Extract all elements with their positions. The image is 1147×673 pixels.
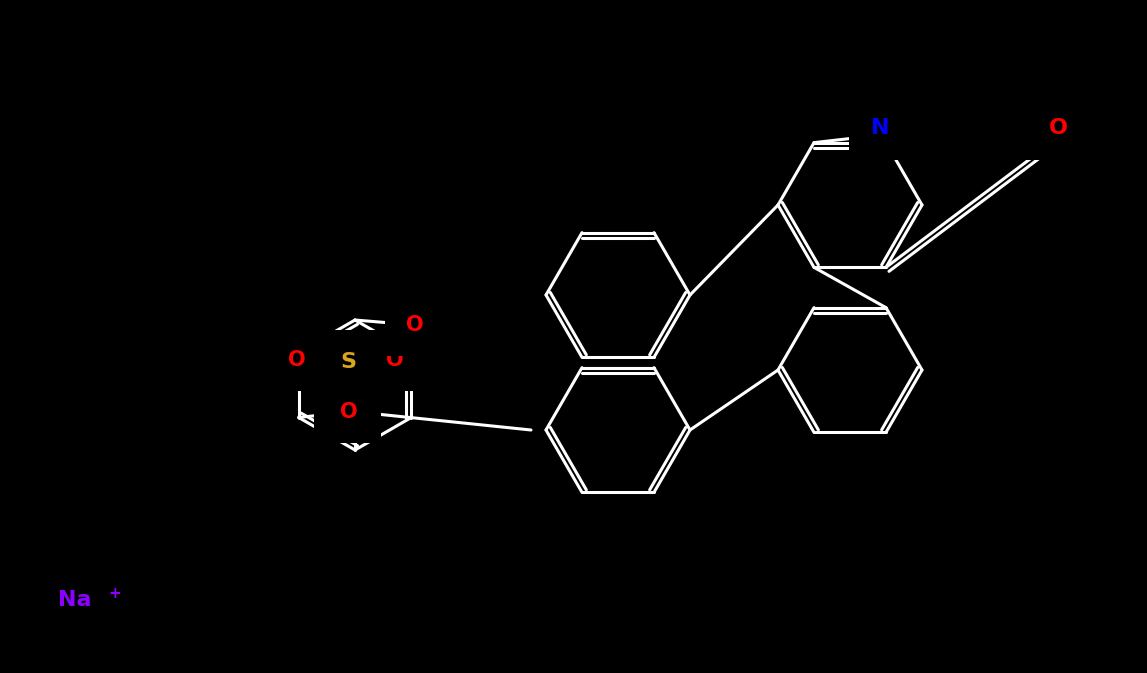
Text: N: N [335, 402, 352, 423]
Text: O: O [1048, 118, 1068, 138]
Text: Na: Na [58, 590, 92, 610]
Text: O: O [288, 351, 305, 371]
Text: O: O [406, 315, 423, 335]
Text: O: O [340, 402, 358, 423]
Text: O⁻: O⁻ [387, 351, 415, 371]
Text: N: N [871, 118, 889, 138]
Text: +: + [108, 586, 120, 602]
Text: S: S [341, 353, 357, 372]
Text: H: H [345, 403, 361, 422]
